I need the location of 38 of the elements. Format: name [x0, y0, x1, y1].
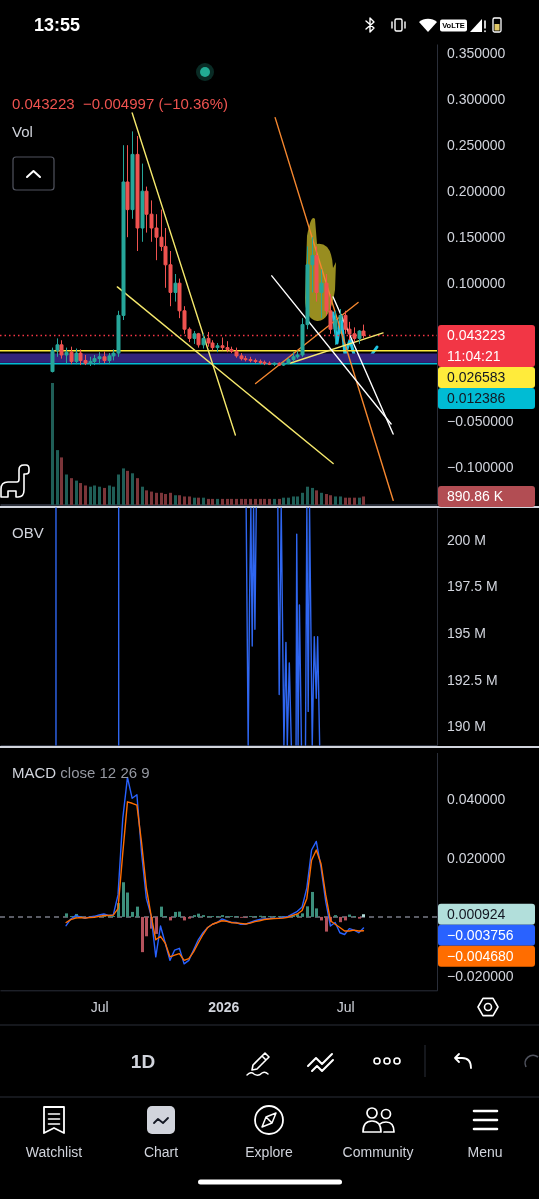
y-tick-label: −0.100000 — [447, 459, 514, 476]
y-tick-label: 0.040000 — [447, 791, 506, 808]
text: −0.003756 — [447, 927, 514, 944]
y-tick-label: 192.5 M — [447, 671, 498, 688]
y-tick-label: 0.350000 — [447, 45, 506, 62]
text: −0.004680 — [447, 948, 514, 965]
text: Community — [342, 1144, 414, 1160]
text: 11:04:21 — [447, 348, 501, 365]
text: 890.86 K — [447, 488, 504, 505]
text: OBV — [12, 523, 44, 541]
y-tick-label: 197.5 M — [447, 578, 498, 595]
y-tick-label: −0.050000 — [447, 413, 514, 430]
text: 13:55 — [33, 15, 81, 35]
text: 1D — [130, 1050, 156, 1072]
y-tick-label: 0.150000 — [447, 229, 506, 246]
ref-line-label: 0.026583 — [447, 369, 506, 386]
text: Chart — [143, 1144, 179, 1160]
x-tick-label: Jul — [90, 999, 109, 1016]
y-tick-label: 200 M — [447, 531, 486, 548]
x-tick-label: Jul — [336, 999, 355, 1016]
text: 0.043223 −0.004997 (−10.36%) — [12, 94, 229, 112]
y-tick-label: 0.300000 — [447, 91, 506, 108]
text: MACD close 12 26 9 — [12, 763, 150, 781]
y-tick-label: 0.200000 — [447, 183, 506, 200]
ref-line-label: 0.012386 — [447, 390, 506, 407]
text: 0.000924 — [447, 906, 506, 923]
text: Explore — [245, 1144, 293, 1160]
text: Menu — [467, 1144, 503, 1160]
ref-line-label: 0.043223 — [447, 327, 506, 344]
text: Watchlist — [25, 1144, 83, 1160]
chart-title: Vol — [12, 122, 33, 140]
y-tick-label: 0.020000 — [447, 850, 506, 867]
y-tick-label: 190 M — [447, 718, 486, 735]
y-tick-label: −0.020000 — [447, 967, 514, 984]
x-tick-label: 2026 — [208, 999, 240, 1016]
y-tick-label: 195 M — [447, 625, 486, 642]
y-tick-label: 0.100000 — [447, 275, 506, 292]
y-tick-label: 0.250000 — [447, 137, 506, 154]
